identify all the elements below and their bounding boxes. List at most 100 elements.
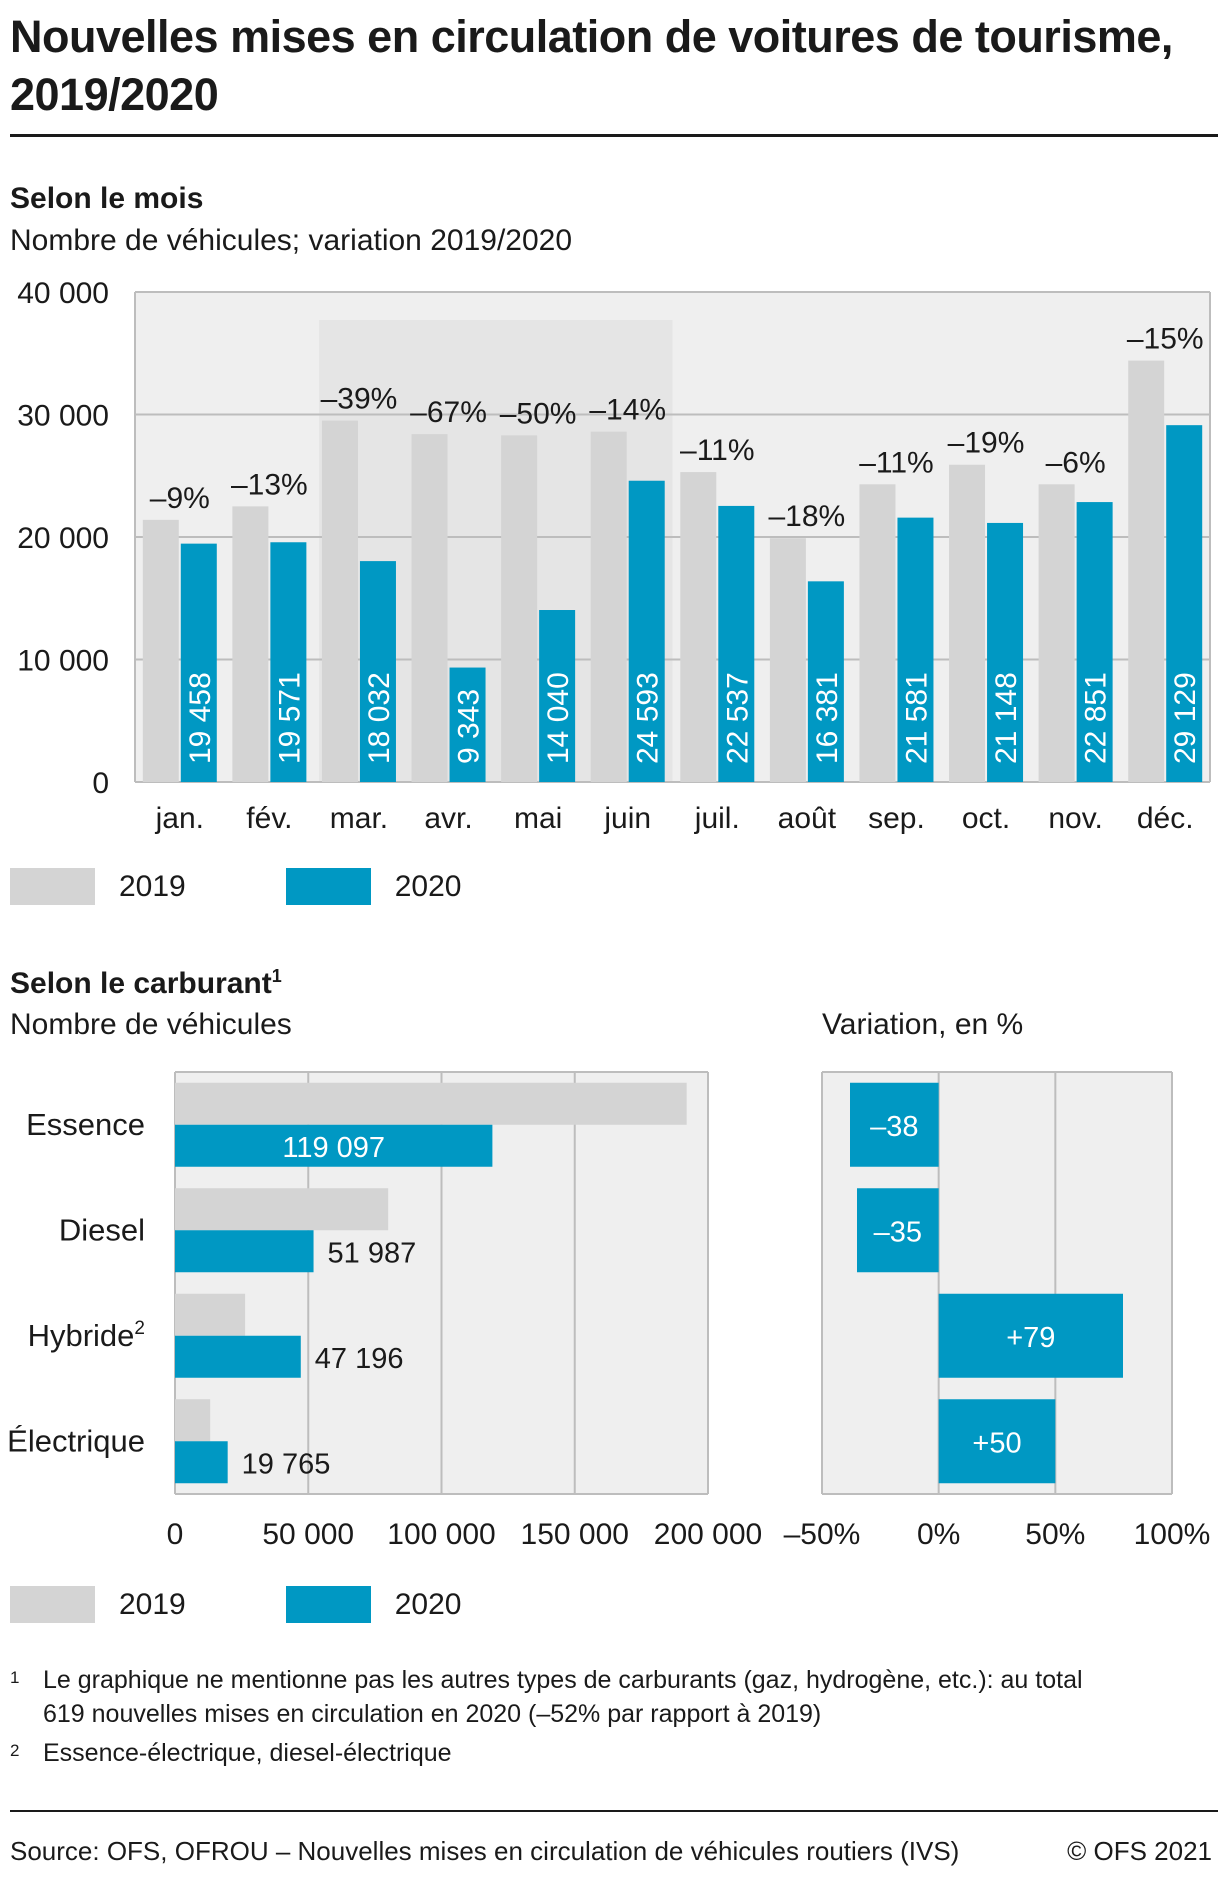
value-label-2020: 24 593 xyxy=(632,672,665,764)
variation-label: –39% xyxy=(321,383,398,416)
bar-2019 xyxy=(321,420,358,782)
bar-2019 xyxy=(1038,484,1075,782)
month-label: juil. xyxy=(694,802,740,835)
legend2-label-2019: 2019 xyxy=(119,1587,186,1621)
bar-2019 xyxy=(1128,360,1165,782)
bar-2020 xyxy=(897,517,934,782)
bar-2020 xyxy=(1166,425,1203,782)
footnote-1: 1 Le graphique ne mentionne pas les autr… xyxy=(0,1663,1222,1731)
value-label-2020: 16 381 xyxy=(811,672,844,764)
fuel-category-label: Hybride2 xyxy=(28,1318,145,1353)
variation-label: –11% xyxy=(680,434,755,467)
title-rule xyxy=(10,134,1218,137)
footnote-1-number: 1 xyxy=(10,1668,20,1687)
variation-bar xyxy=(938,1399,1056,1484)
bar-2020 xyxy=(1076,502,1113,782)
page-title: Nouvelles mises en circulation de voitur… xyxy=(10,11,1173,120)
variation-xtick-label: 50% xyxy=(1025,1518,1085,1551)
month-label: avr. xyxy=(424,802,472,835)
bar-2019 xyxy=(949,464,986,782)
fuel-bar-2020 xyxy=(175,1230,314,1273)
fuel-bar-2020 xyxy=(175,1335,301,1378)
bar-2020 xyxy=(270,542,307,782)
variation-label: –14% xyxy=(589,394,666,427)
legend2-swatch-2019 xyxy=(10,1586,95,1623)
month-label: déc. xyxy=(1137,802,1194,835)
value-label-2020: 29 129 xyxy=(1169,672,1202,764)
footnote-2-number: 2 xyxy=(10,1741,20,1760)
month-label: mar. xyxy=(330,802,388,835)
fuel-chart: 0 50 000 100 000 150 000 200 000 119 097 Essen… xyxy=(7,1071,1210,1551)
fuel-category-label: Électrique xyxy=(7,1423,145,1458)
variation-label: –19% xyxy=(948,427,1025,460)
fuel-bar-2020 xyxy=(175,1441,228,1484)
fuel-category-label: Diesel xyxy=(59,1212,145,1247)
bar-2019 xyxy=(859,484,896,782)
section-variation-subtitle: Variation, en % xyxy=(822,1008,1024,1041)
legend2-label-2020: 2020 xyxy=(394,1587,462,1621)
value-label-2020: 22 537 xyxy=(721,672,754,764)
month-label: juin xyxy=(603,802,651,835)
variation-bar xyxy=(938,1293,1123,1378)
bar-2020 xyxy=(628,480,665,782)
fuel-xtick-label: 100 000 xyxy=(387,1518,495,1551)
variation-label: –15% xyxy=(1127,323,1204,356)
footnote-1-line2: 619 nouvelles mises en circulation en 20… xyxy=(43,1700,822,1728)
fuel-bar-2019 xyxy=(175,1293,246,1336)
bar-2019 xyxy=(232,506,269,782)
variation-bar xyxy=(857,1188,939,1273)
month-label: jan. xyxy=(155,802,204,835)
value-label-2020: 19 458 xyxy=(184,672,217,764)
section-monthly-title: Selon le mois xyxy=(10,182,204,215)
variation-label: –6% xyxy=(1046,446,1106,479)
monthly-ytick-label: 30 000 xyxy=(17,400,109,433)
value-label-2020: 21 581 xyxy=(900,672,933,764)
legend-label-2020: 2020 xyxy=(394,869,462,903)
variation-value-label: +79 xyxy=(1006,1322,1055,1354)
section-fuel-subtitle: Nombre de véhicules xyxy=(10,1008,292,1041)
fuel-bar-2020 xyxy=(175,1124,493,1167)
bar-2019 xyxy=(411,434,448,782)
variation-value-label: –38 xyxy=(870,1111,918,1143)
footnote-2: 2 Essence-électrique, diesel-électrique xyxy=(0,1736,1222,1770)
month-label: fév. xyxy=(246,802,292,835)
fuel-value-label: 51 987 xyxy=(328,1237,417,1269)
fuel-legend: 2019 2020 xyxy=(10,1586,542,1623)
section-fuel-title: Selon le carburant1 xyxy=(10,966,282,1001)
footer-rule xyxy=(10,1810,1218,1812)
bar-2020 xyxy=(180,543,217,782)
footnote-1-line1: Le graphique ne mentionne pas les autres… xyxy=(43,1666,1083,1694)
variation-xtick-label: –50% xyxy=(784,1518,861,1551)
section-fuel-title-text: Selon le carburant xyxy=(10,967,272,1000)
month-label: nov. xyxy=(1048,802,1102,835)
bar-2019 xyxy=(142,519,179,782)
month-label: sep. xyxy=(868,802,925,835)
value-label-2020: 22 851 xyxy=(1080,672,1113,764)
monthly-ytick-label: 0 xyxy=(92,767,109,800)
bar-2020 xyxy=(807,581,844,782)
monthly-chart: 0 10 000 20 000 30 000 40 000 –9% 19 458 jan. –1… xyxy=(17,277,1211,835)
month-label: mai xyxy=(514,802,562,835)
monthly-ytick-label: 40 000 xyxy=(17,277,109,310)
variation-label: –67% xyxy=(410,396,487,429)
value-label-2020: 19 571 xyxy=(273,672,306,764)
copyright-text: © OFS 2021 xyxy=(1067,1836,1212,1866)
bar-2020 xyxy=(539,610,576,782)
fuel-value-label: 19 765 xyxy=(242,1448,331,1480)
variation-bar xyxy=(850,1082,939,1167)
variation-value-label: +50 xyxy=(972,1427,1021,1459)
fuel-value-label: 119 097 xyxy=(282,1132,385,1164)
monthly-legend: 2019 2020 xyxy=(10,868,542,905)
fuel-value-label: 47 196 xyxy=(315,1343,404,1375)
fuel-category-label: Essence xyxy=(26,1107,145,1142)
bar-2020 xyxy=(449,667,486,782)
variation-label: –18% xyxy=(769,500,846,533)
fuel-bar-2019 xyxy=(175,1082,687,1125)
value-label-2020: 14 040 xyxy=(542,672,575,764)
bar-2019 xyxy=(769,538,806,782)
bar-2019 xyxy=(680,472,717,782)
bar-2019 xyxy=(501,435,538,782)
fuel-bar-2019 xyxy=(175,1399,211,1442)
month-label: août xyxy=(778,802,837,835)
fuel-xtick-label: 150 000 xyxy=(521,1518,629,1551)
